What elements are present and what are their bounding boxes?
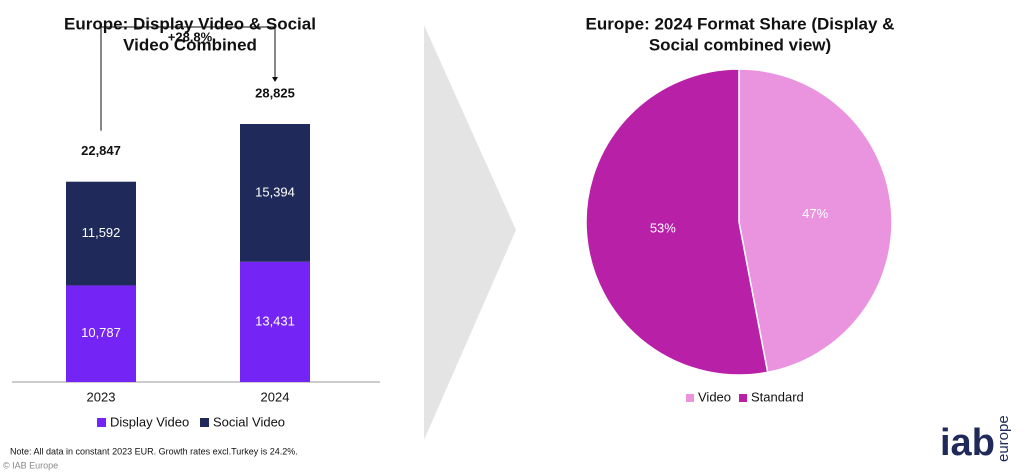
growth-annotation: +28.8% [168, 29, 213, 44]
bar-segment [240, 261, 310, 382]
x-tick-label: 2024 [261, 389, 290, 404]
copyright: © IAB Europe [3, 460, 58, 470]
total-label: 28,825 [255, 85, 295, 100]
legend-swatch [739, 394, 747, 402]
legend-swatch [686, 394, 694, 402]
legend-swatch [97, 418, 106, 427]
pie-slice [585, 68, 769, 376]
value-label: 15,394 [255, 184, 295, 199]
chart-title: Video Combined [123, 35, 257, 54]
chart-title: Social combined view) [649, 35, 831, 54]
arrow-head [272, 77, 278, 82]
bar-segment [240, 124, 310, 262]
total-label: 22,847 [81, 143, 121, 158]
value-label: 47% [802, 206, 828, 221]
logo-sub: europe [995, 415, 1012, 462]
x-tick-label: 2023 [87, 389, 116, 404]
chart-title: Europe: 2024 Format Share (Display & [586, 14, 895, 33]
legend-label: Social Video [213, 414, 285, 429]
legend-swatch [200, 418, 209, 427]
value-label: 53% [650, 221, 676, 236]
logo: iab [940, 422, 995, 464]
value-label: 11,592 [82, 225, 121, 240]
chart-title: Europe: Display Video & Social [64, 14, 316, 33]
bar-segment [66, 285, 136, 382]
chevron [424, 25, 516, 440]
note: Note: All data in constant 2023 EUR. Gro… [10, 446, 298, 456]
bar-segment [66, 181, 136, 286]
legend-label: Standard [751, 389, 804, 404]
value-label: 10,787 [81, 325, 121, 340]
legend-label: Video [698, 389, 731, 404]
pie-slice [738, 68, 893, 374]
growth-bracket [100, 26, 276, 131]
value-label: 13,431 [255, 313, 295, 328]
legend-label: Display Video [110, 414, 189, 429]
